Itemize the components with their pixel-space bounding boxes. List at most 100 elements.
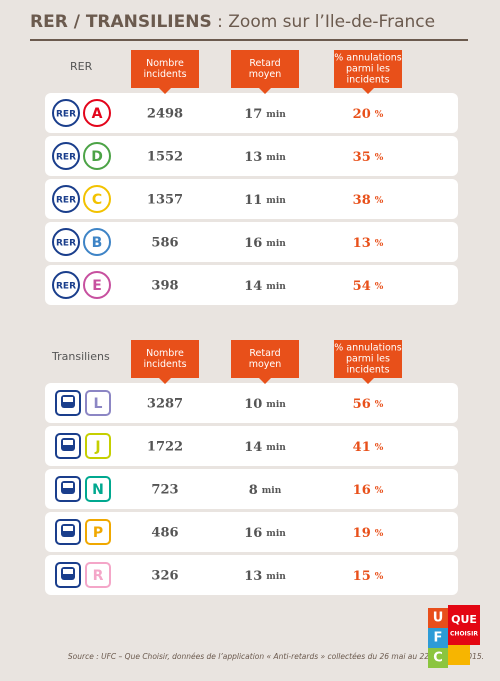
cancel-unit: % bbox=[375, 400, 384, 410]
rer-badge bbox=[52, 99, 80, 127]
line-letter: J bbox=[94, 439, 100, 455]
row-card bbox=[45, 383, 458, 423]
logo-text: F bbox=[434, 631, 443, 646]
cancel-value: 38 bbox=[353, 193, 371, 208]
line-letter: P bbox=[93, 525, 103, 541]
cancel-unit: % bbox=[375, 282, 384, 292]
delay: 16 min bbox=[244, 526, 286, 541]
cancel-value: 20 bbox=[353, 107, 371, 122]
line-badge bbox=[85, 433, 111, 459]
header-text: Nombre bbox=[146, 348, 184, 359]
row-card bbox=[45, 136, 458, 176]
logo-block bbox=[448, 605, 480, 645]
row-card bbox=[45, 469, 458, 509]
delay-value: 13 bbox=[244, 569, 262, 584]
delay-unit: min bbox=[266, 153, 286, 163]
line-letter: L bbox=[94, 396, 103, 412]
rer-badge-text: RER bbox=[56, 282, 76, 292]
incidents: 398 bbox=[151, 279, 178, 294]
incidents: 1357 bbox=[147, 193, 183, 208]
header-text: incidents bbox=[143, 69, 186, 80]
delay-unit: min bbox=[262, 486, 282, 496]
delay-unit: min bbox=[266, 529, 286, 539]
delay: 10 min bbox=[244, 397, 286, 412]
delay: 14 min bbox=[244, 440, 286, 455]
delay-value: 16 bbox=[244, 526, 262, 541]
cancel: 54% bbox=[353, 279, 384, 294]
incidents: 1552 bbox=[147, 150, 183, 165]
delay-value: 13 bbox=[244, 150, 262, 165]
line-letter: C bbox=[92, 192, 102, 208]
rer-badge bbox=[52, 228, 80, 256]
incidents: 486 bbox=[151, 526, 178, 541]
delay: 13 min bbox=[244, 569, 286, 584]
delay-value: 14 bbox=[244, 279, 262, 294]
line-badge bbox=[83, 271, 111, 299]
rer-badge-text: RER bbox=[56, 153, 76, 163]
cancel-value: 13 bbox=[353, 236, 371, 251]
delay-value: 8 bbox=[249, 483, 258, 498]
train-icon-window bbox=[63, 397, 73, 402]
rer-badge bbox=[52, 142, 80, 170]
rer-badge bbox=[52, 271, 80, 299]
cancel-unit: % bbox=[375, 110, 384, 120]
line-badge bbox=[83, 228, 111, 256]
delay-value: 17 bbox=[244, 107, 262, 122]
cancel-unit: % bbox=[375, 153, 384, 163]
header-text: % annulations bbox=[334, 343, 402, 354]
line-letter: E bbox=[92, 278, 102, 294]
train-icon-window bbox=[63, 440, 73, 445]
rer-badge-text: RER bbox=[56, 196, 76, 206]
cancel: 13% bbox=[353, 236, 384, 251]
logo: U F C QUE CHOISIR bbox=[428, 605, 480, 668]
header-text: moyen bbox=[249, 359, 282, 370]
cancel-unit: % bbox=[375, 196, 384, 206]
cancel-value: 56 bbox=[353, 397, 371, 412]
row-card bbox=[45, 93, 458, 133]
train-icon-window bbox=[63, 569, 73, 574]
cancel: 20% bbox=[353, 107, 384, 122]
header-box bbox=[231, 50, 299, 94]
delay: 16 min bbox=[244, 236, 286, 251]
line-badge bbox=[83, 185, 111, 213]
cancel-unit: % bbox=[375, 239, 384, 249]
line-letter: D bbox=[91, 149, 103, 165]
header-text: Nombre bbox=[146, 58, 184, 69]
logo-block bbox=[448, 645, 470, 665]
cancel-unit: % bbox=[375, 443, 384, 453]
cancel-value: 54 bbox=[353, 279, 371, 294]
logo-block bbox=[428, 628, 448, 648]
header-text: parmi les bbox=[346, 64, 390, 75]
line-letter: N bbox=[92, 482, 104, 498]
section-label: RER bbox=[70, 60, 93, 73]
incidents: 723 bbox=[151, 483, 178, 498]
source: Source : UFC – Que Choisir, données de l… bbox=[68, 652, 484, 661]
row-card bbox=[45, 179, 458, 219]
header-box bbox=[131, 50, 199, 94]
line-badge bbox=[85, 562, 111, 588]
line-badge bbox=[85, 390, 111, 416]
row-card bbox=[45, 222, 458, 262]
header-box bbox=[131, 340, 199, 384]
train-icon-window bbox=[63, 526, 73, 531]
incidents: 2498 bbox=[147, 107, 183, 122]
logo-text: U bbox=[433, 611, 444, 626]
logo-text: CHOISIR bbox=[450, 631, 478, 638]
rer-badge-text: RER bbox=[56, 239, 76, 249]
header-box bbox=[334, 50, 402, 94]
incidents: 586 bbox=[151, 236, 178, 251]
row-card bbox=[45, 426, 458, 466]
cancel-value: 16 bbox=[353, 483, 371, 498]
delay-unit: min bbox=[266, 282, 286, 292]
logo-text: QUE bbox=[451, 613, 477, 626]
section-label: Transiliens bbox=[51, 350, 110, 363]
delay-unit: min bbox=[266, 239, 286, 249]
header-text: % annulations bbox=[334, 53, 402, 64]
incidents: 326 bbox=[151, 569, 178, 584]
delay: 17 min bbox=[244, 107, 286, 122]
header-box bbox=[334, 340, 402, 384]
cancel: 16% bbox=[353, 483, 384, 498]
header-text: Retard bbox=[249, 58, 280, 69]
header-text: incidents bbox=[143, 359, 186, 370]
